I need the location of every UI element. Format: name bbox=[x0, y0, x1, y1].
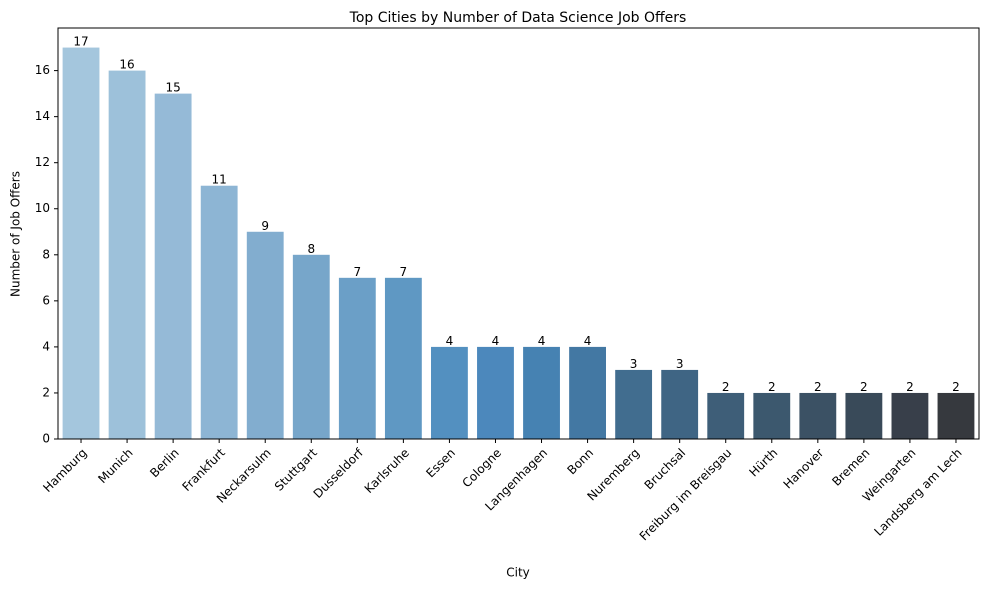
bar bbox=[477, 346, 514, 439]
value-label: 15 bbox=[165, 81, 180, 95]
value-label: 4 bbox=[492, 334, 500, 348]
y-tick-label: 10 bbox=[35, 201, 50, 215]
bar bbox=[200, 185, 238, 439]
x-tick-label: Berlin bbox=[147, 446, 182, 481]
x-tick-label: Landsberg am Lech bbox=[872, 446, 965, 539]
x-tick-label: Stuttgart bbox=[272, 445, 320, 493]
value-label: 2 bbox=[768, 380, 776, 394]
x-tick-label: Hürth bbox=[747, 446, 781, 480]
bar bbox=[845, 392, 883, 439]
value-label: 4 bbox=[584, 334, 592, 348]
x-tick-label: Munich bbox=[95, 446, 135, 486]
x-tick-label: Freiburg im Breisgau bbox=[637, 446, 735, 544]
bar bbox=[154, 93, 192, 439]
bar bbox=[384, 277, 422, 439]
bar bbox=[937, 392, 975, 439]
y-tick-label: 4 bbox=[42, 339, 50, 353]
bar bbox=[292, 254, 330, 439]
y-tick-label: 6 bbox=[42, 293, 50, 307]
bar bbox=[569, 346, 606, 439]
x-tick-label: Bonn bbox=[564, 446, 596, 478]
value-label: 4 bbox=[446, 334, 454, 348]
value-label: 2 bbox=[860, 380, 868, 394]
value-label: 11 bbox=[212, 173, 227, 187]
bar bbox=[799, 392, 837, 439]
value-label: 2 bbox=[814, 380, 822, 394]
bar bbox=[615, 369, 653, 439]
value-label: 3 bbox=[630, 357, 638, 371]
chart-title: Top Cities by Number of Data Science Job… bbox=[349, 10, 687, 26]
bar bbox=[891, 392, 929, 439]
x-tick-label: Hamburg bbox=[40, 446, 89, 495]
bar bbox=[338, 277, 376, 439]
value-label: 17 bbox=[73, 35, 88, 49]
x-tick-label: Karlsruhe bbox=[362, 446, 412, 496]
bar bbox=[431, 346, 468, 439]
value-label: 4 bbox=[538, 334, 546, 348]
x-tick-label: Hanover bbox=[781, 446, 827, 492]
y-tick-label: 2 bbox=[42, 385, 50, 399]
value-label: 2 bbox=[952, 380, 960, 394]
y-tick-label: 0 bbox=[42, 432, 50, 446]
x-axis-label: City bbox=[506, 566, 530, 580]
bar bbox=[661, 369, 699, 439]
value-label: 16 bbox=[119, 58, 134, 72]
x-tick-label: Cologne bbox=[460, 446, 505, 491]
bar bbox=[108, 70, 146, 439]
value-label: 7 bbox=[354, 265, 362, 279]
value-label: 7 bbox=[400, 265, 408, 279]
value-label: 3 bbox=[676, 357, 684, 371]
bar bbox=[707, 392, 745, 439]
y-tick-label: 16 bbox=[35, 63, 50, 77]
y-tick-label: 8 bbox=[42, 247, 50, 261]
x-tick-label: Frankfurt bbox=[179, 445, 228, 494]
y-axis-label: Number of Job Offers bbox=[9, 171, 23, 297]
x-tick-label: Bruchsal bbox=[642, 446, 689, 493]
bar bbox=[753, 392, 791, 439]
value-label: 2 bbox=[722, 380, 730, 394]
y-tick-label: 14 bbox=[35, 109, 50, 123]
value-label: 2 bbox=[906, 380, 914, 394]
value-label: 9 bbox=[261, 219, 269, 233]
bar bbox=[62, 47, 100, 439]
plot-frame bbox=[57, 27, 980, 440]
x-tick-label: Dusseldorf bbox=[311, 445, 367, 501]
x-tick-label: Essen bbox=[423, 446, 458, 481]
y-tick-label: 12 bbox=[35, 155, 50, 169]
bar bbox=[246, 231, 284, 439]
x-tick-label: Bremen bbox=[829, 446, 872, 489]
bar bbox=[523, 346, 560, 439]
value-label: 8 bbox=[307, 242, 315, 256]
